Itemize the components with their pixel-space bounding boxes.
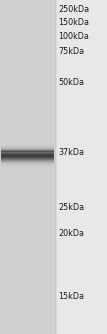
Text: 25kDa: 25kDa bbox=[58, 203, 84, 211]
Bar bbox=[1, 149, 54, 150]
Text: 50kDa: 50kDa bbox=[58, 78, 84, 87]
Bar bbox=[1, 163, 54, 164]
Text: 37kDa: 37kDa bbox=[58, 149, 84, 157]
Bar bbox=[1, 148, 54, 149]
Bar bbox=[1, 150, 54, 151]
Bar bbox=[1, 149, 54, 150]
Bar bbox=[1, 158, 54, 159]
Bar bbox=[1, 162, 54, 163]
Bar bbox=[1, 147, 54, 148]
Text: 75kDa: 75kDa bbox=[58, 47, 84, 56]
Text: 250kDa: 250kDa bbox=[58, 5, 89, 14]
Bar bbox=[1, 165, 54, 166]
Text: 20kDa: 20kDa bbox=[58, 229, 84, 238]
Bar bbox=[1, 144, 54, 145]
Bar bbox=[1, 152, 54, 153]
Bar bbox=[1, 156, 54, 157]
Bar bbox=[1, 157, 54, 158]
Text: 15kDa: 15kDa bbox=[58, 292, 84, 301]
Bar bbox=[1, 155, 54, 156]
Bar bbox=[1, 166, 54, 167]
Bar bbox=[1, 161, 54, 162]
Bar bbox=[1, 151, 54, 152]
Bar bbox=[1, 145, 54, 146]
Bar bbox=[1, 160, 54, 161]
Text: 100kDa: 100kDa bbox=[58, 32, 89, 40]
Bar bbox=[0, 0, 56, 334]
Bar bbox=[1, 159, 54, 160]
Bar bbox=[1, 146, 54, 147]
Bar bbox=[1, 154, 54, 155]
Bar bbox=[1, 148, 54, 149]
Bar bbox=[1, 164, 54, 165]
Text: 150kDa: 150kDa bbox=[58, 18, 89, 27]
Bar bbox=[1, 153, 54, 154]
